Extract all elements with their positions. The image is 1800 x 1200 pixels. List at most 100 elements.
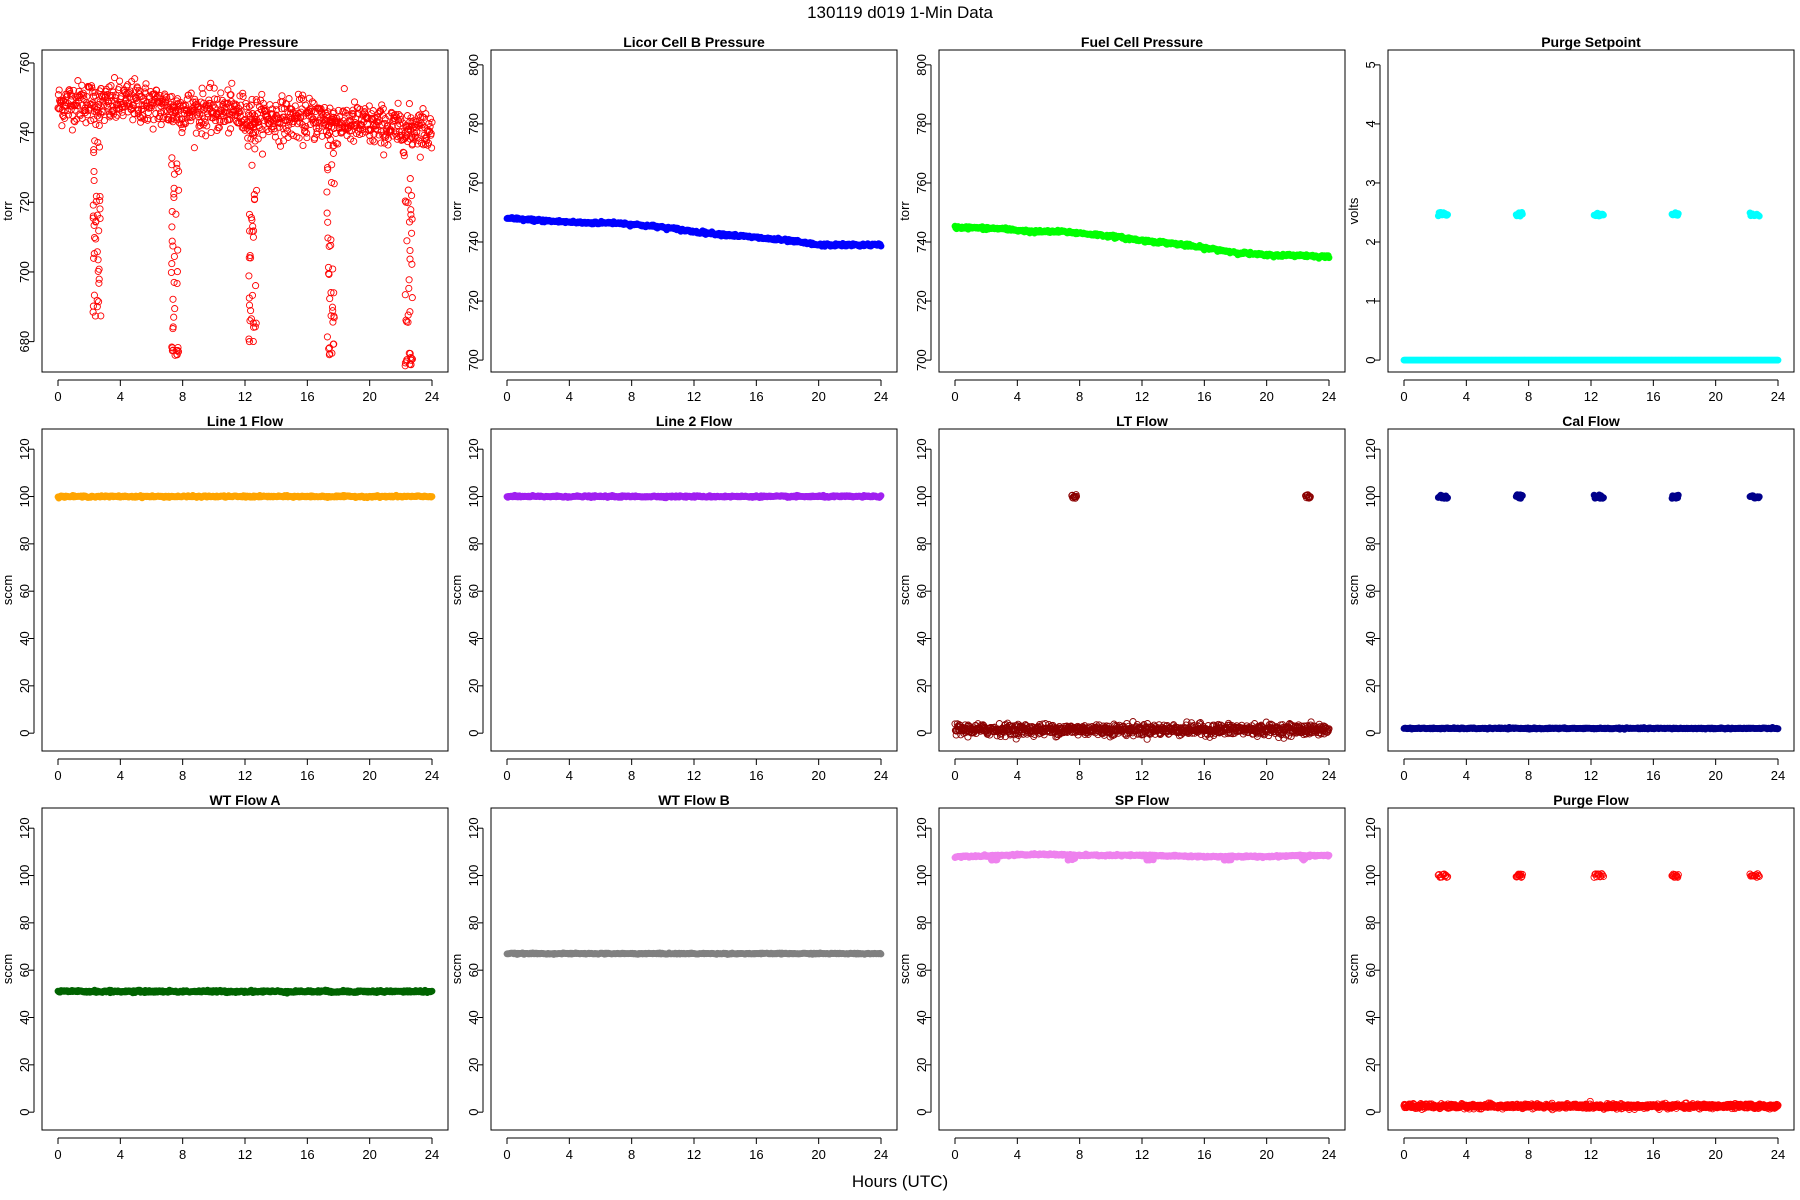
data-point [135,106,143,114]
data-point [78,81,86,89]
data-point [329,318,337,326]
data-point [349,110,357,118]
data-point [326,295,334,303]
data-point [408,260,416,268]
x-tick-label: 24 [1771,389,1785,404]
data-point [162,106,170,114]
data-point [195,122,203,130]
y-tick-label: 1 [1363,297,1378,304]
panel-title: Line 1 Flow [207,413,283,429]
data-point [252,319,260,327]
data-point [404,138,412,146]
x-tick-label: 0 [951,389,958,404]
data-point [245,103,253,111]
data-point [407,206,415,214]
data-point [90,167,98,176]
y-tick-label: 100 [466,486,481,508]
data-point [165,116,173,124]
data-point [326,350,334,358]
data-point [172,210,180,218]
data-point [289,132,297,140]
data-point [401,359,409,367]
data-point [70,86,78,94]
data-point [205,84,214,92]
y-tick-label: 120 [466,438,481,460]
data-point [374,126,382,134]
data-point [422,110,430,118]
panel-title: Cal Flow [1562,413,1620,429]
panel-title: Licor Cell B Pressure [623,34,765,50]
panel-frame [938,428,1346,752]
x-tick-label: 16 [300,389,314,404]
data-point [170,278,178,286]
data-point [340,85,348,93]
data-point [245,210,254,218]
y-tick-label: 100 [17,486,32,508]
y-tick-label: 20 [1363,679,1378,693]
data-point [406,175,414,183]
data-point [137,114,145,122]
data-point [402,133,410,141]
data-point [353,120,361,128]
y-tick-label: 0 [914,730,929,737]
y-tick-label: 780 [914,113,929,135]
x-tick-label: 0 [54,389,61,404]
data-point [175,186,183,194]
data-point [339,107,347,115]
x-axis: 0 4 8 12 16 20 24 [951,379,1336,404]
y-tick-label: 120 [17,438,32,460]
data-point [350,137,358,145]
y-tick-label: 100 [914,486,929,508]
y-tick-label: 700 [466,349,481,371]
data-point [192,129,200,137]
x-tick-label: 20 [1708,768,1722,783]
x-tick-label: 8 [179,768,186,783]
data-point [405,100,413,108]
data-point [107,82,115,90]
data-point [116,77,124,85]
data-point [334,106,343,114]
data-point [225,129,233,137]
y-tick-label: 60 [466,584,481,598]
data-point [134,107,142,115]
data-point [259,99,267,107]
data-point [301,101,309,109]
data-point [173,347,181,355]
data-point [325,242,333,250]
data-point [404,186,412,194]
y-tick-label: 80 [1363,537,1378,551]
data-point [183,95,191,103]
data-point [330,180,338,188]
data-point [149,125,157,133]
data-point [95,143,104,151]
data-point [330,289,338,297]
data-point [248,291,257,299]
y-tick-label: 20 [466,679,481,693]
data-point [95,227,103,235]
data-point [245,338,253,346]
y-axis-label: sccm [449,575,464,605]
panel-frame [41,428,449,752]
data-point [80,91,88,99]
x-axis: 0 4 8 12 16 20 24 [503,758,888,783]
data-point [428,118,436,126]
data-point [207,128,215,137]
data-point [1519,210,1526,218]
data-point [168,237,176,245]
data-point [877,492,885,500]
y-tick-label: 720 [914,290,929,312]
data-point [222,103,230,111]
data-point [92,120,100,129]
data-point [193,100,201,108]
data-point [325,270,333,278]
data-point [406,246,414,255]
data-point [90,233,99,242]
